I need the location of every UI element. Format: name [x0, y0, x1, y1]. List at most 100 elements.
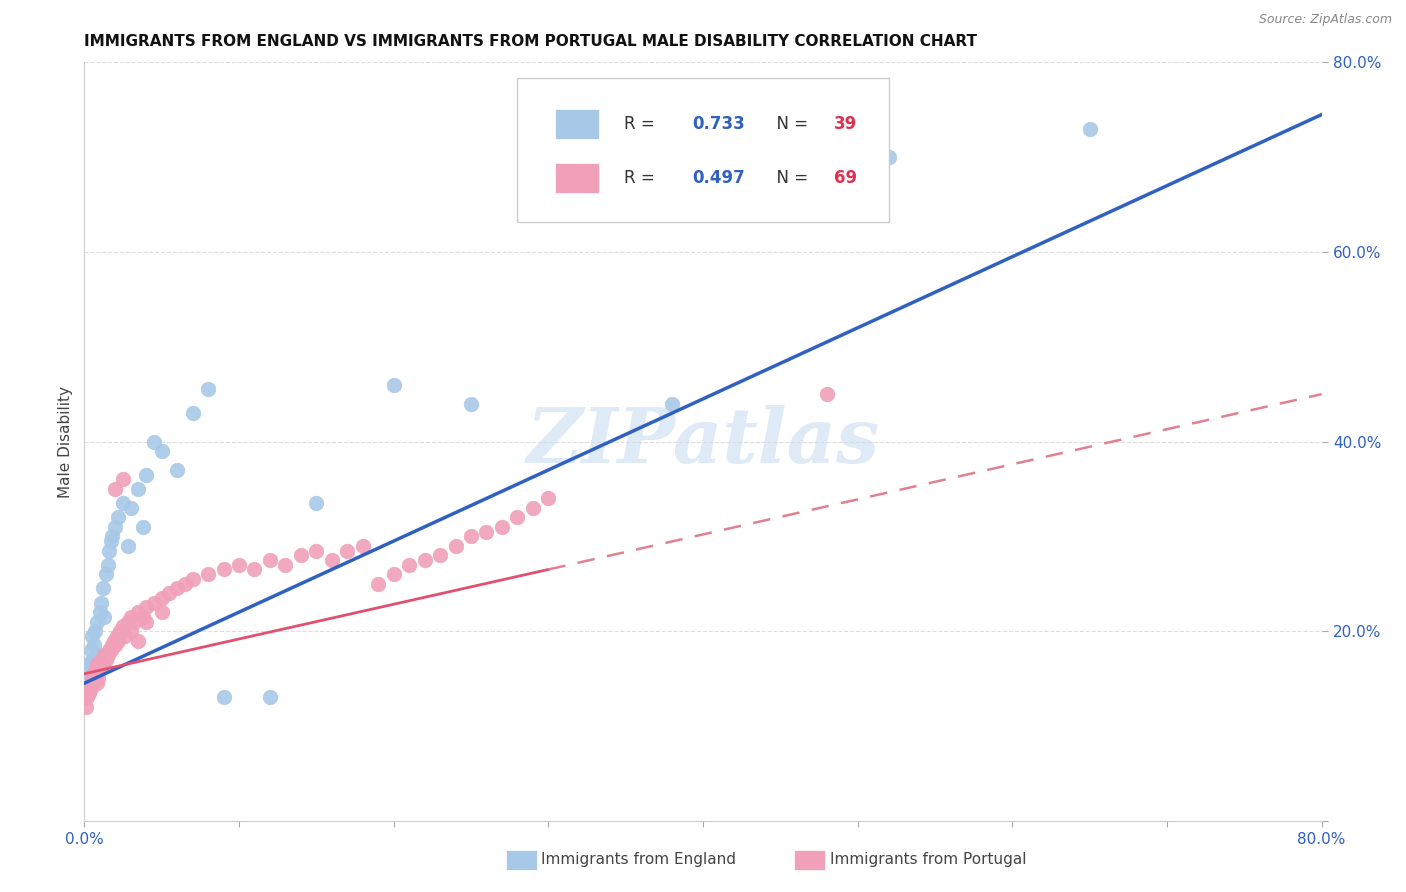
Point [90, 596, 112, 610]
Point [103, 633, 125, 648]
Point [86, 676, 108, 690]
Point [76, 690, 98, 705]
Point [82, 676, 104, 690]
Point [104, 520, 127, 534]
Point [96, 648, 118, 662]
Point [143, 596, 166, 610]
Point [83, 638, 105, 652]
Point [336, 543, 359, 558]
Point [150, 605, 173, 619]
Point [522, 500, 544, 515]
Point [197, 383, 219, 397]
Point [76, 666, 98, 681]
Text: Immigrants from England: Immigrants from England [541, 853, 737, 867]
Point [83, 666, 105, 681]
Point [86, 615, 108, 629]
Point [491, 520, 513, 534]
Point [87, 672, 110, 686]
Point [94, 567, 117, 582]
Point [105, 629, 128, 643]
Point [460, 396, 482, 410]
Point [107, 510, 129, 524]
Point [305, 543, 328, 558]
Point [143, 434, 166, 449]
Point [135, 467, 157, 482]
Point [132, 610, 155, 624]
Point [274, 558, 297, 572]
Point [413, 553, 436, 567]
Text: R =: R = [624, 169, 659, 187]
Text: 0.733: 0.733 [692, 115, 745, 133]
Point [367, 576, 389, 591]
Point [117, 615, 139, 629]
Point [181, 572, 204, 586]
Point [135, 615, 157, 629]
Point [243, 562, 266, 576]
Point [107, 633, 129, 648]
Point [444, 539, 467, 553]
Point [382, 567, 405, 582]
Point [321, 553, 343, 567]
Point [159, 586, 180, 600]
Point [181, 406, 204, 420]
Point [174, 576, 197, 591]
Point [122, 615, 145, 629]
Point [101, 638, 124, 652]
Point [127, 482, 149, 496]
Point [89, 605, 111, 619]
Text: ZIPatlas: ZIPatlas [526, 405, 880, 478]
Point [815, 387, 838, 401]
Point [877, 150, 900, 164]
Point [104, 482, 127, 496]
Y-axis label: Male Disability: Male Disability [58, 385, 73, 498]
FancyBboxPatch shape [517, 78, 889, 221]
Point [112, 496, 135, 510]
Point [259, 690, 281, 705]
Point [112, 619, 135, 633]
Point [93, 648, 115, 662]
Point [212, 690, 235, 705]
Point [120, 610, 142, 624]
Point [429, 548, 451, 563]
Point [91, 657, 114, 672]
Text: 69: 69 [834, 169, 858, 187]
Point [100, 643, 122, 657]
Point [82, 672, 104, 686]
Point [86, 657, 108, 672]
Point [79, 643, 101, 657]
Point [101, 529, 124, 543]
Point [166, 582, 188, 596]
Point [75, 699, 97, 714]
Point [77, 686, 100, 700]
Point [150, 444, 173, 458]
Text: N =: N = [766, 169, 814, 187]
FancyBboxPatch shape [554, 163, 599, 194]
Point [120, 500, 142, 515]
Point [84, 664, 107, 678]
Point [537, 491, 560, 506]
Point [197, 567, 219, 582]
Text: IMMIGRANTS FROM ENGLAND VS IMMIGRANTS FROM PORTUGAL MALE DISABILITY CORRELATION : IMMIGRANTS FROM ENGLAND VS IMMIGRANTS FR… [84, 34, 977, 49]
Point [114, 629, 136, 643]
Point [98, 543, 121, 558]
Point [127, 605, 149, 619]
Point [87, 648, 110, 662]
Point [259, 553, 281, 567]
Point [112, 473, 135, 487]
Point [150, 591, 173, 605]
Point [94, 652, 117, 666]
Point [352, 539, 374, 553]
Point [661, 396, 683, 410]
Point [98, 643, 121, 657]
Point [91, 582, 114, 596]
Point [93, 610, 115, 624]
Point [166, 463, 188, 477]
Point [132, 520, 155, 534]
Text: R =: R = [624, 115, 659, 133]
Point [212, 562, 235, 576]
Point [305, 496, 328, 510]
Point [96, 558, 118, 572]
Point [460, 529, 482, 543]
Text: Source: ZipAtlas.com: Source: ZipAtlas.com [1258, 13, 1392, 27]
Point [89, 662, 111, 676]
